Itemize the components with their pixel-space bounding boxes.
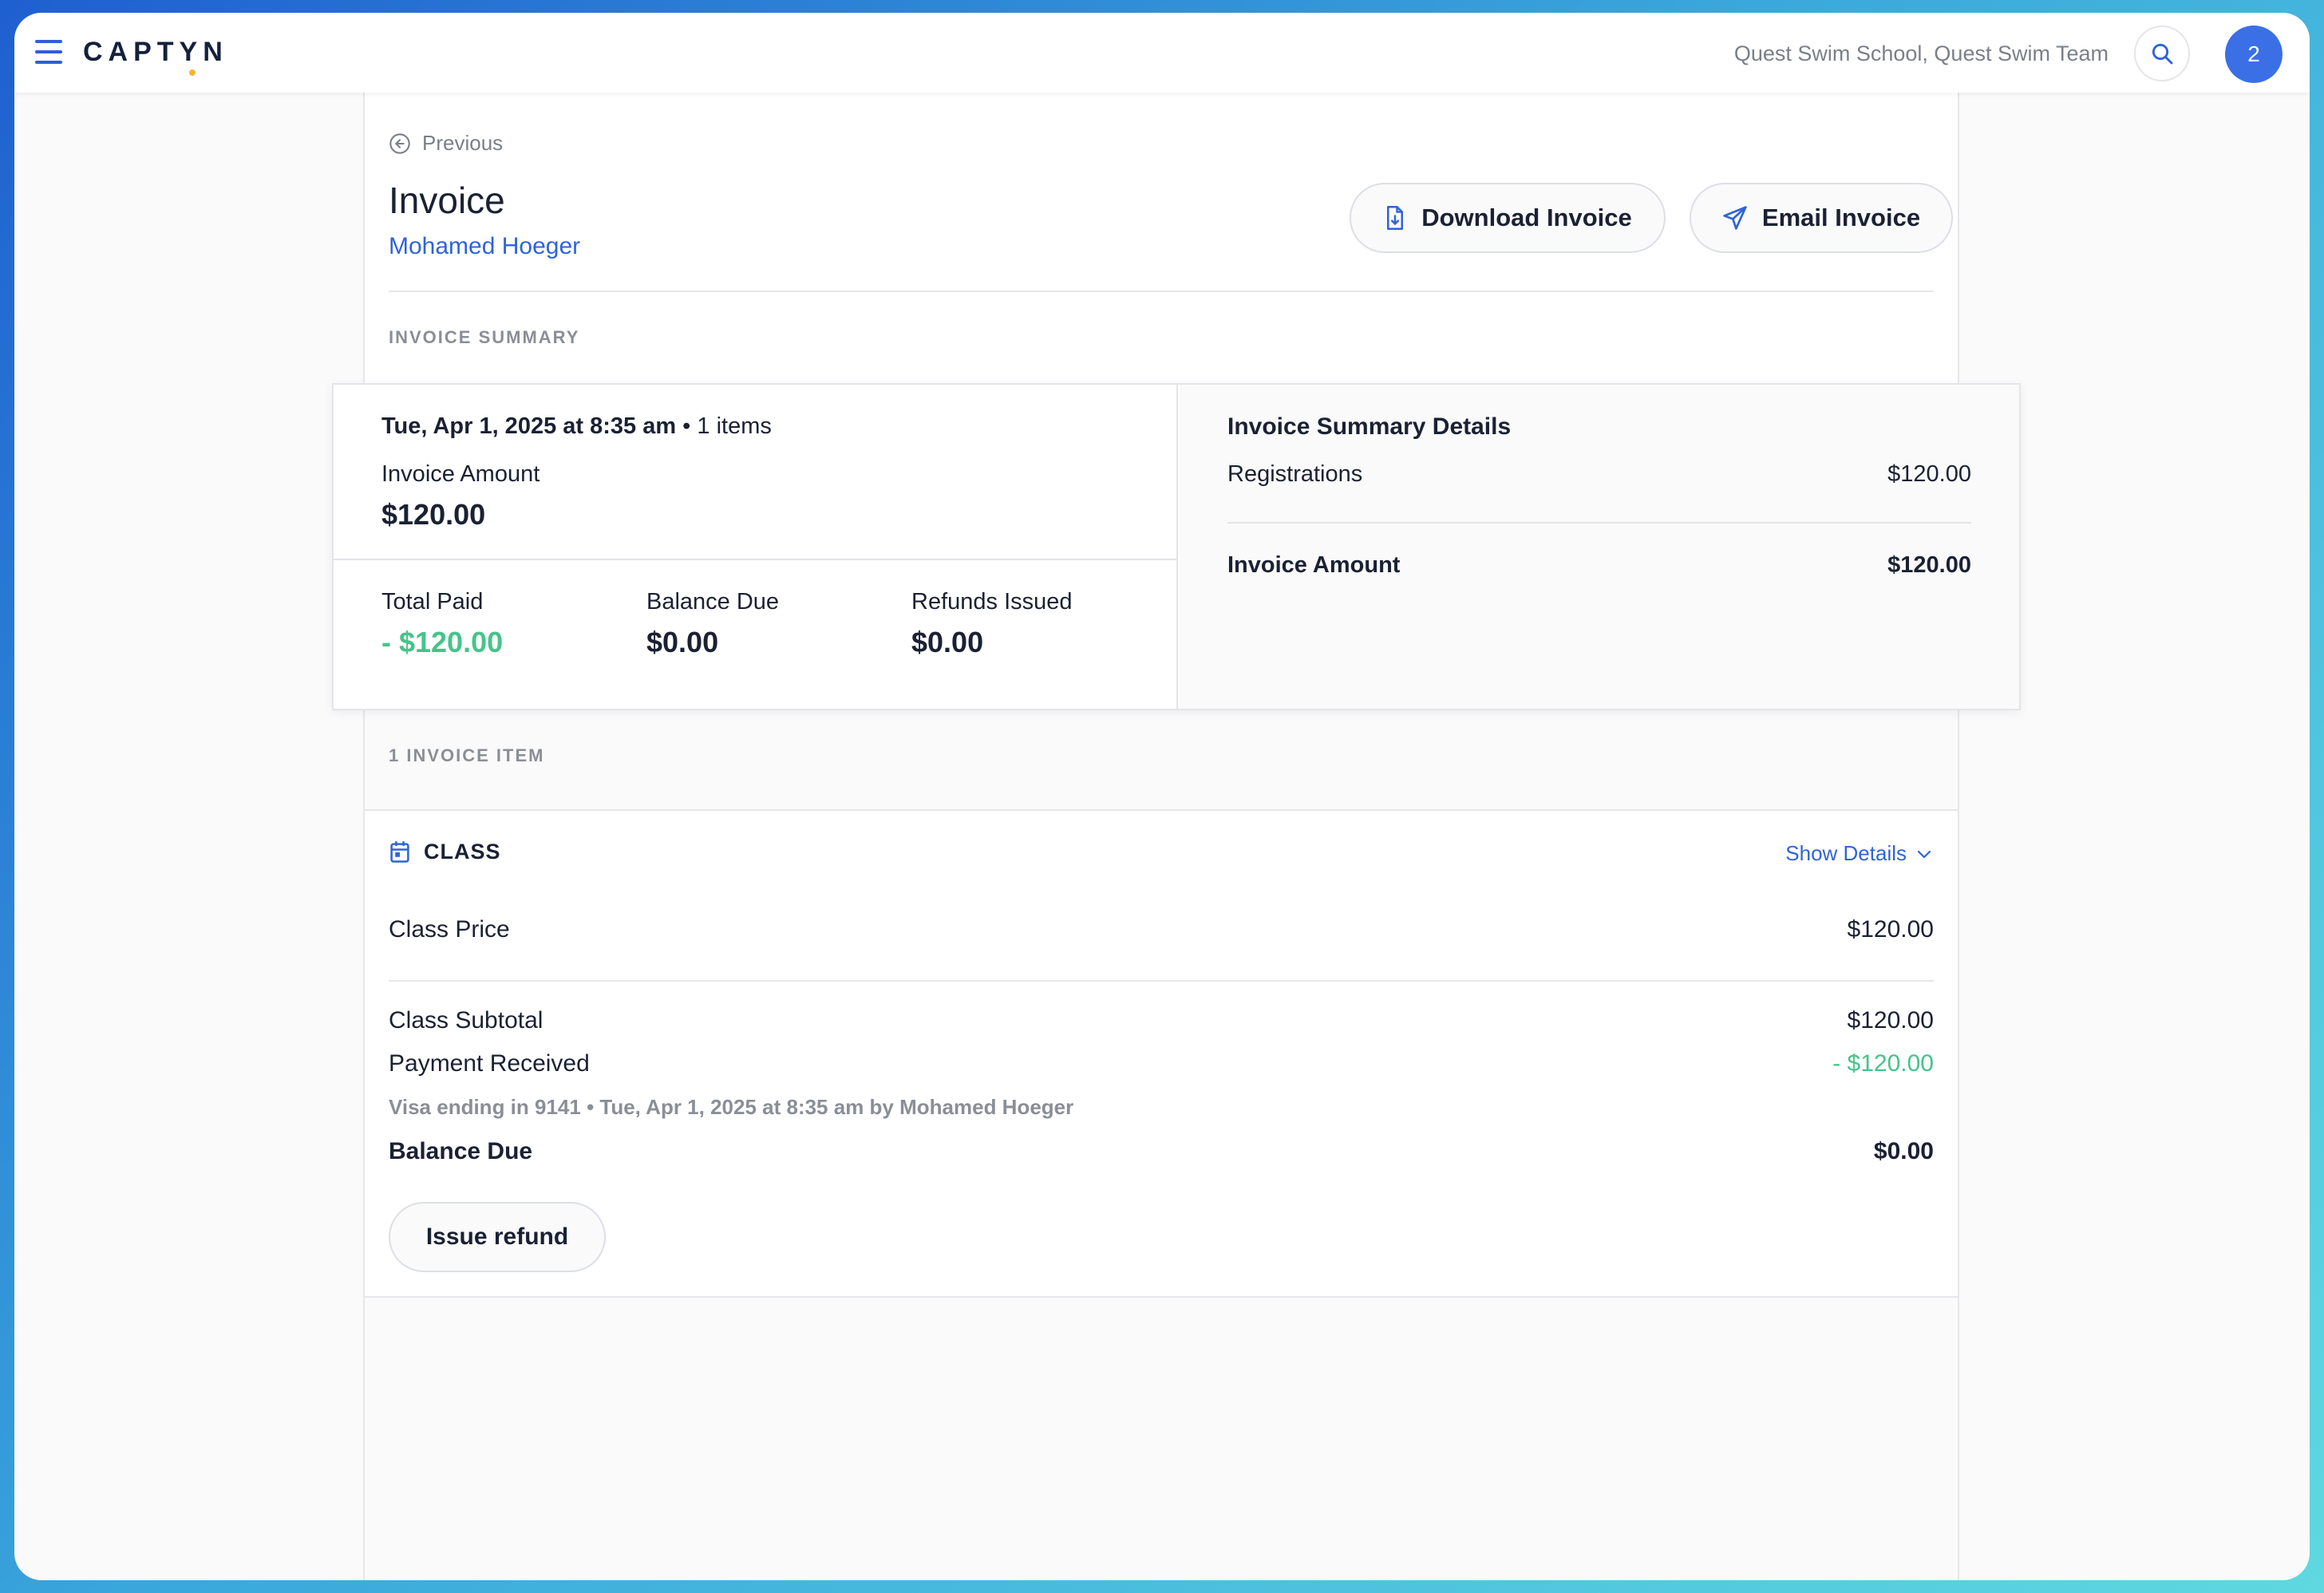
registrations-value: $120.00 [1887,461,1971,487]
invoice-item-count-label: 1 INVOICE ITEM [389,745,545,765]
previous-link[interactable]: Previous [389,131,503,156]
refunds-issued-label: Refunds Issued [911,589,1073,615]
email-invoice-button[interactable]: Email Invoice [1690,183,1953,253]
invoice-summary-label: INVOICE SUMMARY [389,327,580,347]
avatar[interactable]: 2 [2225,26,2282,83]
item-balance-due-label: Balance Due [389,1138,533,1164]
header-divider [389,291,1934,292]
balance-due-value: $0.00 [646,626,719,658]
registrations-label: Registrations [1227,461,1363,487]
item-balance-due-value: $0.00 [1873,1138,1934,1164]
invoice-summary-card: Tue, Apr 1, 2025 at 8:35 am • 1 items In… [332,383,2021,710]
summary-overview: Tue, Apr 1, 2025 at 8:35 am • 1 items In… [334,385,1178,709]
customer-link[interactable]: Mohamed Hoeger [389,233,581,259]
item-divider [389,980,1934,982]
registrations-row: Registrations $120.00 [1227,461,1971,488]
invoice-item-card: CLASS Show Details Class Price $120.00 C… [365,809,1958,1298]
show-details-label: Show Details [1785,841,1907,865]
email-invoice-label: Email Invoice [1761,204,1921,231]
previous-label: Previous [422,131,504,155]
calendar-icon [390,840,409,863]
details-invoice-amount-row: Invoice Amount $120.00 [1227,552,1971,579]
total-paid-label: Total Paid [381,589,484,615]
class-price-label: Class Price [389,916,510,943]
balance-due-label: Balance Due [646,589,780,615]
invoice-date-line: Tue, Apr 1, 2025 at 8:35 am • 1 items [381,413,772,440]
item-type-label: CLASS [424,840,501,864]
refunds-issued-value: $0.00 [911,626,984,658]
item-balance-due-row: Balance Due $0.00 [389,1138,1934,1165]
details-invoice-amount-label: Invoice Amount [1227,552,1401,578]
invoice-amount-value: $120.00 [381,498,486,531]
document-download-icon [1387,206,1404,230]
summary-details-title: Invoice Summary Details [1227,413,1512,440]
class-price-value: $120.00 [1847,916,1934,943]
class-subtotal-row: Class Subtotal $120.00 [389,1007,1934,1034]
invoice-date: Tue, Apr 1, 2025 at 8:35 am [381,413,677,439]
total-paid-value: - $120.00 [381,626,504,658]
payment-received-value: - $120.00 [1832,1050,1934,1077]
logo-dot [189,69,196,76]
download-invoice-label: Download Invoice [1421,204,1632,231]
top-bar: CAPTYN Quest Swim School, Quest Swim Tea… [14,13,2310,93]
search-button[interactable] [2134,26,2190,81]
show-details-toggle[interactable]: Show Details [1785,841,1934,866]
download-invoice-button[interactable]: Download Invoice [1350,183,1666,253]
item-type-header: CLASS [389,840,501,864]
back-arrow-icon [389,132,410,154]
payment-received-row: Payment Received - $120.00 [389,1050,1934,1077]
issue-refund-button[interactable]: Issue refund [389,1202,606,1272]
invoice-items-count: • 1 items [676,413,772,439]
invoice-panel: Previous Invoice Mohamed Hoeger Download… [363,93,1959,1580]
payment-received-label: Payment Received [389,1050,590,1077]
details-divider [1227,522,1971,524]
class-subtotal-value: $120.00 [1847,1007,1934,1034]
app-window: CAPTYN Quest Swim School, Quest Swim Tea… [14,13,2310,1580]
invoice-amount-label: Invoice Amount [381,461,540,487]
summary-details: Invoice Summary Details Registrations $1… [1180,385,2019,709]
logo[interactable]: CAPTYN [83,37,228,67]
payment-meta: Visa ending in 9141 • Tue, Apr 1, 2025 a… [389,1095,1074,1119]
chevron-down-icon [1917,850,1931,858]
menu-icon[interactable] [35,40,62,64]
details-invoice-amount-value: $120.00 [1887,552,1971,578]
page-title: Invoice [389,180,505,221]
summary-divider [334,559,1176,560]
send-icon [1723,206,1747,230]
search-icon [2152,43,2173,65]
organization-name: Quest Swim School, Quest Swim Team [1733,42,2109,65]
class-subtotal-label: Class Subtotal [389,1007,543,1034]
class-price-row: Class Price $120.00 [389,916,1934,943]
